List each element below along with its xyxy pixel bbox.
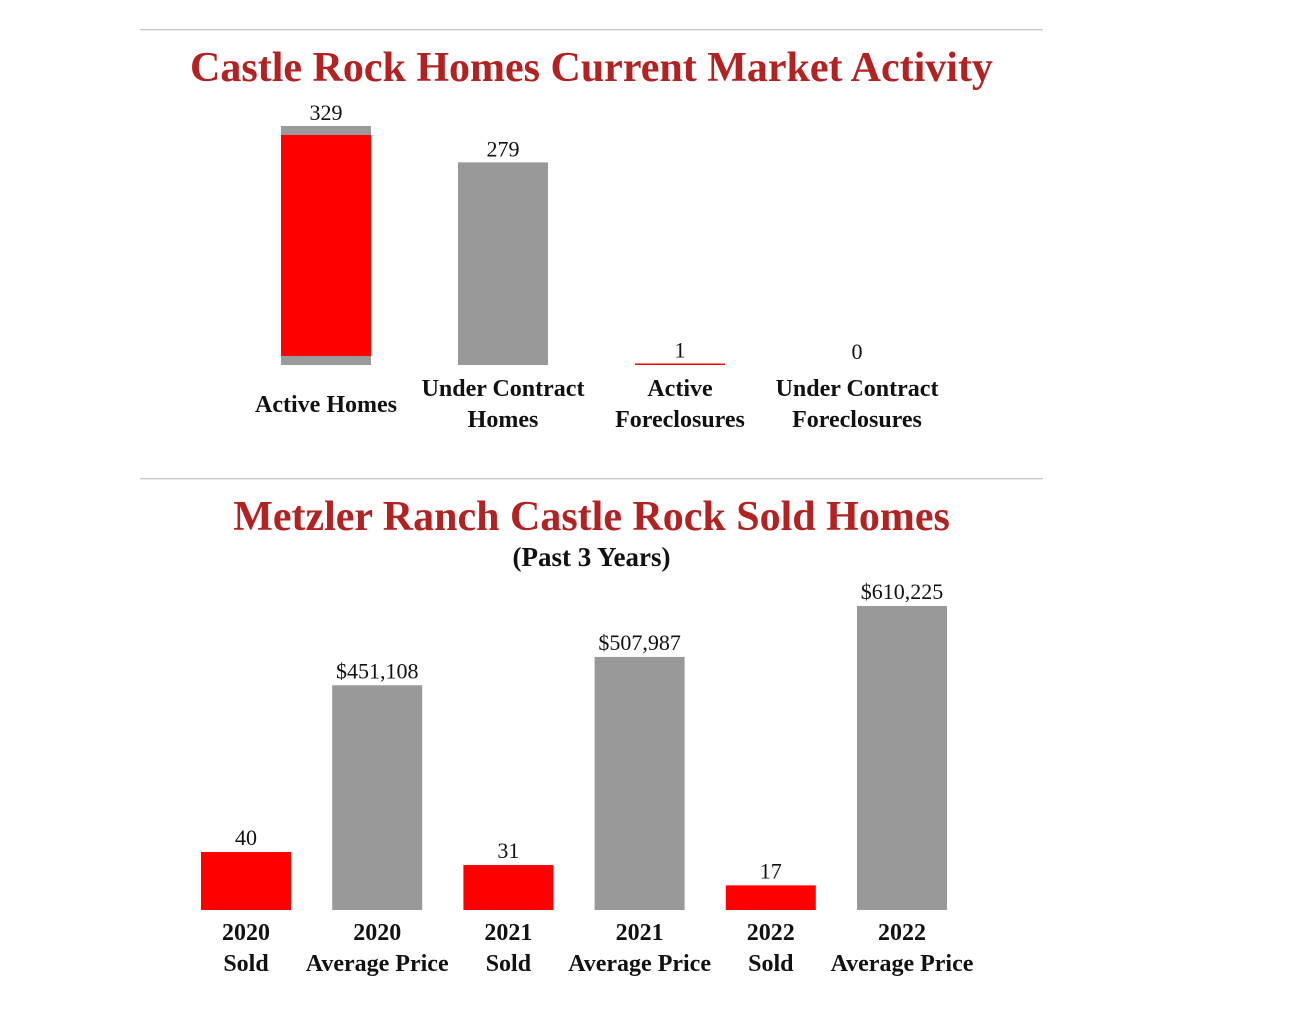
market-activity-chart: 329 Active Homes 279 Under Contract Homes 1 Ac… — [255, 100, 939, 433]
bar — [725, 885, 816, 910]
bar — [594, 656, 685, 910]
category-label: Foreclosures — [615, 407, 745, 433]
category-label: Active — [647, 376, 713, 402]
category-label: Sold — [748, 951, 794, 977]
category-label: Under Contract — [422, 376, 585, 402]
category-label: Foreclosures — [792, 407, 922, 433]
value-label: 1 — [675, 338, 686, 363]
category-label: Under Contract — [776, 376, 939, 402]
category-label: Active Homes — [255, 392, 397, 418]
category-label: Sold — [486, 951, 532, 977]
category-label: 2021 — [616, 920, 664, 946]
category-label: 2022 — [747, 920, 795, 946]
category-label: 2020 — [353, 920, 401, 946]
category-label: 2020 — [222, 920, 270, 946]
bar-bottom-band — [281, 356, 371, 365]
chart-2-title: Metzler Ranch Castle Rock Sold Homes — [233, 494, 950, 540]
value-label: $610,225 — [861, 579, 944, 604]
bar — [281, 126, 371, 365]
value-label: 0 — [852, 339, 863, 364]
category-label: Homes — [468, 407, 539, 433]
top-divider — [140, 29, 1043, 31]
category-label: Sold — [223, 951, 269, 977]
bar — [635, 363, 725, 365]
bar — [463, 865, 554, 910]
value-label: 279 — [487, 136, 520, 161]
category-label: Average Price — [831, 951, 974, 977]
bar — [201, 852, 291, 910]
bar — [458, 162, 548, 365]
category-label: Average Price — [306, 951, 449, 977]
value-label: 40 — [235, 825, 257, 850]
middle-divider — [140, 478, 1043, 480]
bar — [332, 685, 423, 910]
category-label: 2022 — [878, 920, 926, 946]
chart-2-subtitle: (Past 3 Years) — [512, 542, 671, 572]
bar — [857, 606, 947, 910]
value-label: 31 — [497, 838, 519, 863]
value-label: $507,987 — [598, 630, 681, 655]
value-label: $451,108 — [336, 658, 419, 683]
value-label: 17 — [760, 858, 782, 883]
category-label: 2021 — [484, 920, 532, 946]
chart-1-title: Castle Rock Homes Current Market Activit… — [190, 45, 993, 91]
value-label: 329 — [310, 100, 343, 125]
bar-top-band — [281, 126, 371, 135]
category-label: Average Price — [568, 951, 711, 977]
